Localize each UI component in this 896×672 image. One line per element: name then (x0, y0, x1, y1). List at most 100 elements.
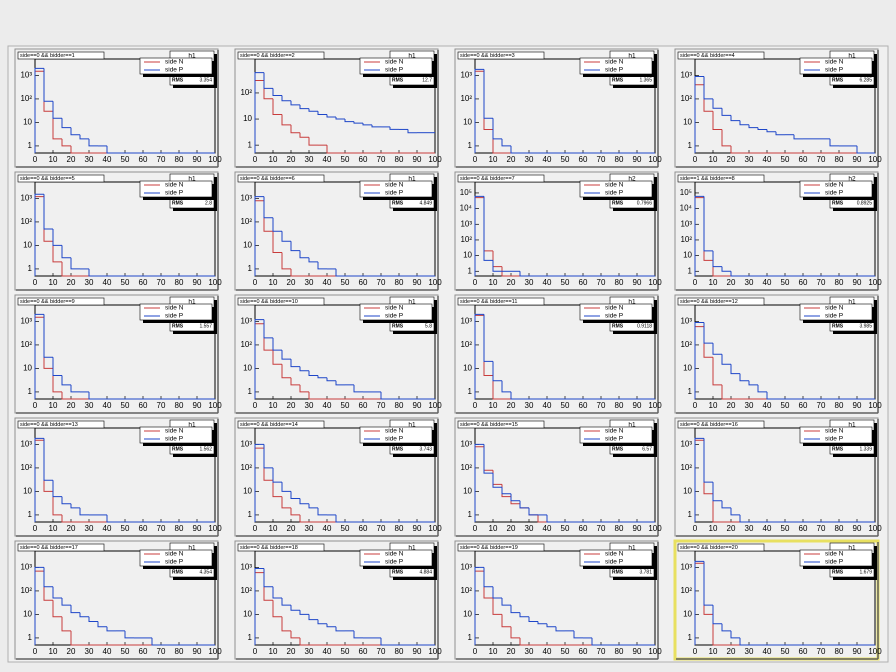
histogram-bin (775, 131, 785, 136)
y-tick-label: 10² (460, 586, 472, 595)
x-tick-label: 0 (693, 524, 698, 533)
x-tick-label: 0 (33, 401, 38, 410)
histogram-bin (272, 231, 282, 253)
x-tick-label: 20 (287, 155, 296, 164)
legend-label: side N (605, 182, 624, 189)
stats-name: h1 (628, 422, 636, 429)
histogram-bin (380, 637, 390, 646)
x-tick-label: 50 (561, 401, 570, 410)
histogram-bin (106, 514, 116, 523)
legend-label: side N (385, 551, 404, 558)
x-tick-label: 40 (763, 401, 772, 410)
histogram-bin (299, 132, 309, 138)
histogram-bin (501, 614, 511, 628)
stats-label: RMS (392, 200, 404, 206)
histogram-bin (308, 257, 318, 263)
histogram-bin (712, 614, 722, 646)
x-tick-label: 10 (269, 524, 278, 533)
histogram-bin (712, 357, 722, 386)
stats-name: h1 (628, 545, 636, 552)
x-tick-label: 20 (727, 647, 736, 656)
histogram-bin (308, 108, 318, 112)
x-tick-label: 100 (208, 524, 222, 533)
histogram-bin (70, 630, 80, 646)
y-tick-label: 10⁴ (460, 204, 473, 213)
histogram-bin (299, 384, 309, 393)
x-tick-label: 70 (157, 155, 166, 164)
x-tick-label: 40 (323, 524, 332, 533)
y-tick-label: 10² (20, 217, 32, 226)
histogram-bin (474, 313, 484, 399)
stats-value: 5.8 (425, 323, 432, 329)
title-box (237, 51, 325, 60)
x-tick-label: 20 (727, 278, 736, 287)
title-box (457, 543, 545, 552)
y-tick-label: 1 (28, 264, 33, 273)
x-tick-label: 40 (543, 401, 552, 410)
x-tick-label: 90 (413, 647, 422, 656)
x-tick-label: 100 (648, 278, 662, 287)
title-box (237, 297, 325, 306)
histogram-bin (483, 196, 493, 261)
pad: 0 10 20 30 40 50 60 70 80 90 10011010²10³10⁴10⁵sid… (454, 171, 662, 291)
y-tick-label: 10 (23, 241, 32, 250)
histogram-bin (281, 598, 291, 606)
y-tick-label: 10³ (20, 563, 32, 572)
histogram-bin (88, 391, 98, 400)
histogram-bin (335, 380, 345, 386)
histogram-bin (712, 111, 722, 130)
x-tick-label: 40 (323, 155, 332, 164)
legend-label: side N (605, 305, 624, 312)
x-tick-label: 30 (305, 524, 314, 533)
stats-label: RMS (392, 569, 404, 575)
x-tick-label: 100 (428, 155, 442, 164)
x-tick-label: 100 (428, 647, 442, 656)
stats-value: 3.743 (419, 446, 432, 452)
histogram-bin (353, 384, 363, 393)
x-tick-label: 40 (323, 278, 332, 287)
title-box (237, 420, 325, 429)
stats-value: 2.8 (205, 200, 212, 206)
histogram-bin (492, 118, 502, 140)
x-tick-label: 80 (395, 155, 404, 164)
histogram-bin (389, 126, 399, 130)
histogram-bin (272, 98, 282, 115)
histogram-bin (61, 391, 71, 400)
x-tick-label: 10 (709, 278, 718, 287)
histogram-bin (272, 467, 282, 483)
histogram-bin (263, 72, 273, 89)
x-tick-label: 70 (817, 155, 826, 164)
legend-label: side P (165, 313, 183, 320)
x-tick-label: 0 (473, 401, 478, 410)
histogram-bin (34, 313, 44, 399)
stats-name: h1 (408, 299, 416, 306)
x-tick-label: 50 (121, 278, 130, 287)
x-tick-label: 20 (67, 155, 76, 164)
y-tick-label: 1 (688, 266, 693, 275)
histogram-bin (335, 514, 345, 523)
y-tick-label: 10³ (20, 194, 32, 203)
histogram-bin (290, 100, 300, 106)
x-tick-label: 50 (781, 401, 790, 410)
stats-label: RMS (172, 200, 184, 206)
pad-background (454, 294, 659, 414)
x-tick-label: 60 (579, 155, 588, 164)
histogram-bin (151, 637, 161, 646)
stats-label: RMS (172, 446, 184, 452)
title-box (17, 51, 105, 60)
histogram-bin (546, 514, 556, 523)
x-tick-label: 50 (121, 155, 130, 164)
pad-title: side==0 && bidder==20 (680, 545, 738, 551)
histogram-bin (546, 623, 556, 628)
histogram-bin (43, 194, 53, 230)
histogram-bin (694, 437, 704, 522)
y-tick-label: 10 (683, 118, 692, 127)
x-tick-label: 90 (413, 278, 422, 287)
x-tick-label: 10 (489, 278, 498, 287)
legend-label: side N (825, 428, 844, 435)
x-tick-label: 50 (561, 524, 570, 533)
